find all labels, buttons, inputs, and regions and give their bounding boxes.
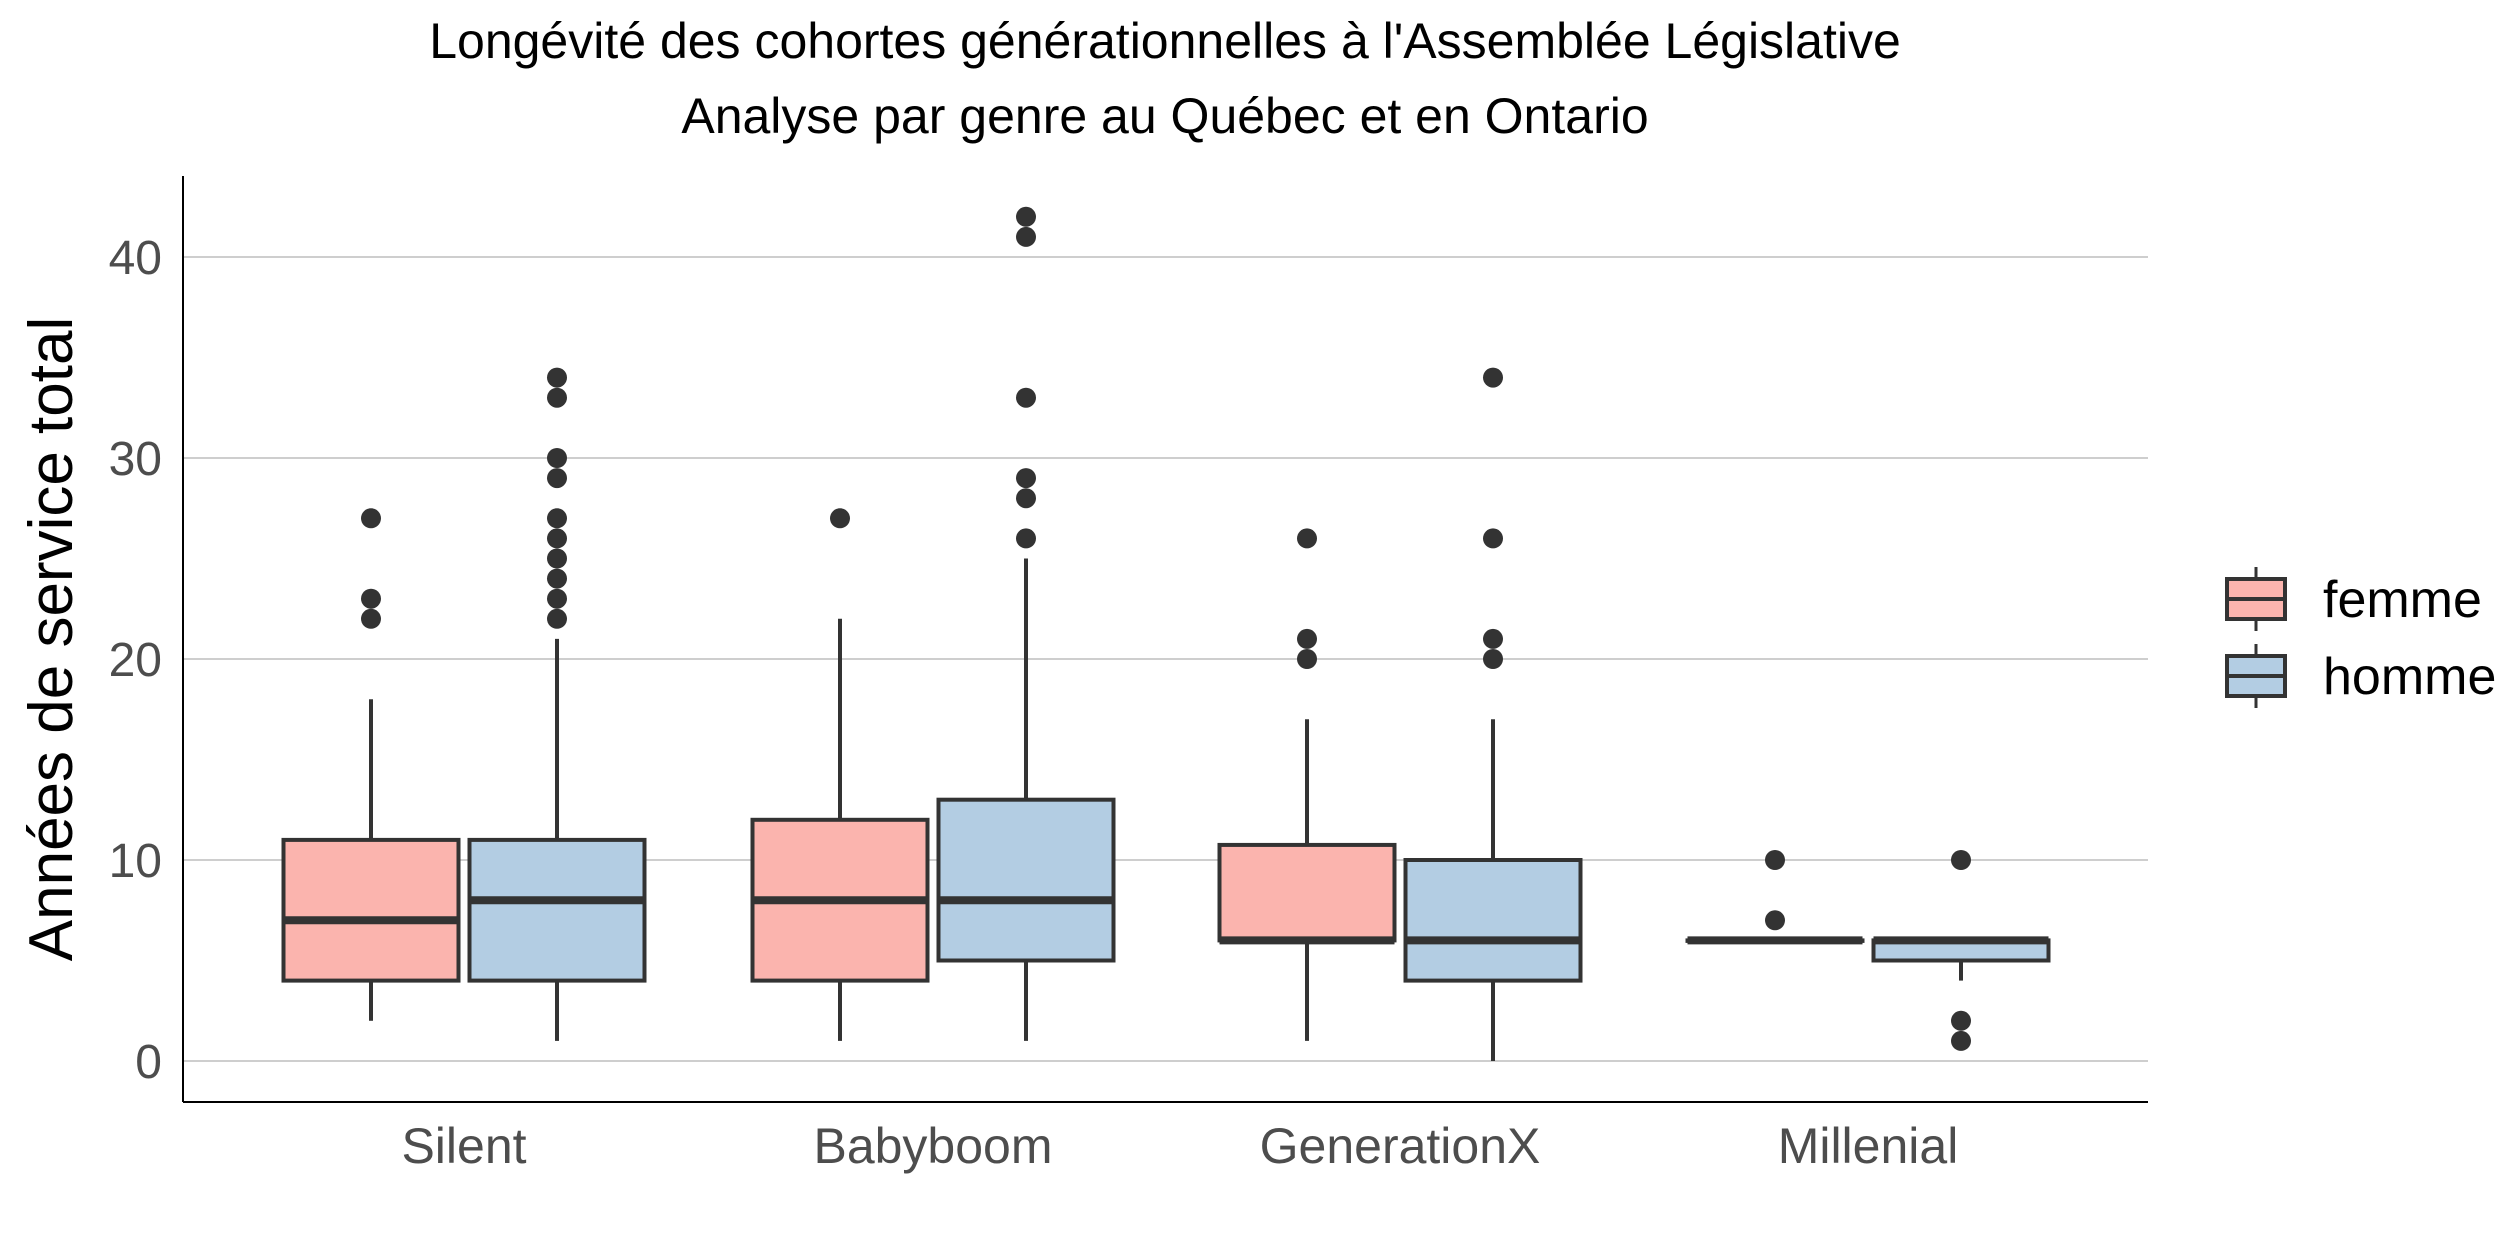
outlier-point: [1016, 226, 1036, 247]
outlier-point: [1016, 468, 1036, 489]
outlier-point: [361, 608, 381, 629]
box-homme-Silent: [467, 367, 647, 1041]
chart-title: Longévité des cohortes générationnelles …: [429, 13, 1901, 69]
outlier-point: [1483, 528, 1503, 549]
box-body: [936, 797, 1116, 963]
chart-subtitle: Analyse par genre au Québec et en Ontari…: [681, 88, 1648, 144]
box-femme-GenerationX: [1217, 528, 1397, 1041]
outlier-point: [830, 508, 850, 529]
outlier-point: [1951, 1010, 1971, 1031]
box-body: [281, 837, 461, 983]
outlier-point: [1016, 387, 1036, 408]
legend-item-femme: femme: [2225, 567, 2482, 631]
boxplot-marks: [281, 206, 2051, 1061]
y-tick-label: 40: [109, 232, 162, 285]
box-body: [467, 837, 647, 983]
outlier-point: [1016, 528, 1036, 549]
outlier-point: [547, 588, 567, 609]
outlier-point: [547, 548, 567, 569]
outlier-point: [1297, 649, 1317, 669]
y-tick-label: 20: [109, 634, 162, 687]
y-tick-label: 10: [109, 835, 162, 888]
outlier-point: [547, 387, 567, 408]
y-axis-title: Années de service total: [17, 317, 86, 962]
outlier-point: [1951, 850, 1971, 870]
box-femme-Babyboom: [750, 508, 930, 1041]
x-tick-label: Millenial: [1778, 1118, 1959, 1174]
legend-label: femme: [2323, 571, 2482, 629]
outlier-point: [1951, 1030, 1971, 1051]
box-femme-Silent: [281, 508, 461, 1021]
legend-item-homme: homme: [2225, 644, 2496, 708]
box-homme-Babyboom: [936, 206, 1116, 1041]
outlier-point: [1483, 628, 1503, 649]
legend-label: homme: [2323, 648, 2496, 706]
box-femme-Millenial: [1685, 850, 1865, 945]
outlier-point: [361, 588, 381, 609]
outlier-point: [361, 508, 381, 529]
x-tick-label: Silent: [401, 1118, 526, 1174]
outlier-point: [547, 528, 567, 549]
outlier-point: [1765, 850, 1785, 870]
outlier-point: [547, 367, 567, 388]
x-tick-label: Babyboom: [813, 1118, 1052, 1174]
outlier-point: [1016, 206, 1036, 227]
outlier-point: [547, 448, 567, 468]
y-tick-label: 30: [109, 433, 162, 486]
legend: femme homme: [2225, 567, 2496, 708]
y-tick-label: 0: [135, 1036, 162, 1089]
outlier-point: [547, 508, 567, 529]
outlier-point: [1483, 367, 1503, 388]
outlier-point: [547, 568, 567, 589]
x-tick-label: GenerationX: [1260, 1118, 1541, 1174]
box-body: [1403, 858, 1583, 983]
outlier-point: [547, 608, 567, 629]
outlier-point: [1297, 528, 1317, 549]
outlier-point: [1765, 910, 1785, 931]
outlier-point: [1297, 628, 1317, 649]
outlier-point: [547, 468, 567, 489]
box-body: [1217, 842, 1397, 943]
box-homme-GenerationX: [1403, 367, 1583, 1061]
y-tick-labels: 0 10 20 30 40: [109, 232, 162, 1089]
box-homme-Millenial: [1871, 850, 2051, 1051]
x-tick-labels: Silent Babyboom GenerationX Millenial: [401, 1118, 1958, 1174]
outlier-point: [1016, 488, 1036, 509]
outlier-point: [1483, 649, 1503, 669]
